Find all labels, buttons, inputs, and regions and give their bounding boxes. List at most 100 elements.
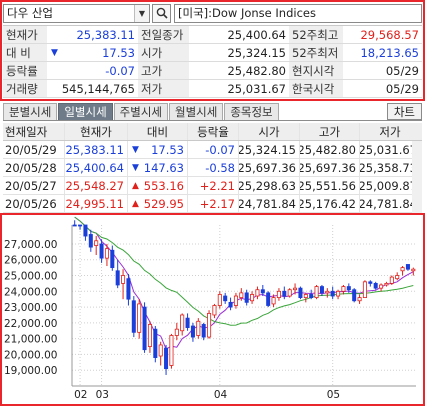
table-cell-text: -0.58	[205, 160, 235, 175]
candle-body	[158, 344, 163, 357]
plot-area	[72, 225, 416, 386]
tab-0[interactable]: 분별시세	[3, 103, 58, 120]
info-label-text: 현지시각	[292, 63, 335, 78]
search-icon	[156, 7, 168, 19]
candle-body	[287, 289, 292, 297]
arrow-down-icon: ▼	[51, 47, 58, 58]
symbol-combo-value: 다우 산업	[7, 6, 53, 20]
info-label-text: 대 비	[6, 45, 31, 60]
candle-body	[190, 325, 195, 338]
table-cell-text: 24,781.84	[360, 196, 417, 211]
table-row[interactable]: 20/05/28 25,400.64 ▼ 147.63 -0.58 25,697.36 25…	[3, 159, 422, 177]
table-cell-date: 20/05/28	[3, 159, 65, 176]
candle-body	[233, 295, 238, 306]
info-label: 한국시각	[289, 80, 343, 97]
info-label: 전일종가	[138, 26, 189, 43]
chart-button-label: 차트	[393, 104, 415, 119]
candle-body	[325, 290, 330, 294]
candle-body	[83, 224, 88, 237]
candle-body	[276, 290, 281, 299]
info-label: 시가	[138, 44, 189, 61]
table-header-cell: 고가	[300, 123, 360, 140]
table-row[interactable]: 20/05/26 24,995.11 ▲ 529.95 +2.17 24,781.84 25…	[3, 195, 422, 213]
y-tick-label: 20,000.00	[4, 349, 57, 361]
info-label: 현지시각	[289, 62, 343, 79]
candle-body	[174, 328, 179, 336]
arrow-down-icon: ▼	[132, 144, 139, 155]
info-label-text: 현재가	[6, 27, 38, 42]
candle-body	[207, 312, 212, 338]
candle-body	[104, 248, 109, 259]
chart-button[interactable]: 차트	[386, 103, 422, 120]
table-header-text: 시가	[258, 124, 280, 139]
table-cell-text: +2.17	[199, 196, 235, 211]
quote-info-grid: 현재가 25,383.11 전일종가 25,400.64 52주최고 29,568.57 대…	[3, 25, 422, 98]
table-cell-text: 20/05/28	[5, 160, 57, 175]
candle-body	[99, 243, 104, 259]
table-cell-text: 25,697.36	[300, 160, 356, 175]
x-tick-label: 05	[327, 389, 340, 401]
x-tick-label: 04	[214, 389, 228, 401]
info-label: 52주최저	[289, 44, 343, 61]
tab-label: 일별시세	[64, 105, 107, 119]
info-label: 등락률	[3, 62, 47, 79]
candle-body	[217, 294, 222, 306]
table-cell-date: 20/05/26	[3, 195, 65, 212]
info-value-text: 05/29	[385, 81, 419, 96]
tab-2[interactable]: 주별시세	[113, 103, 168, 120]
table-header-text: 현재일자	[5, 124, 48, 139]
tab-1[interactable]: 일별시세	[58, 103, 113, 120]
table-row[interactable]: 20/05/29 25,383.11 ▼ 17.53 -0.07 25,324.15 25,…	[3, 141, 422, 159]
info-value-text: -0.07	[105, 63, 135, 78]
tab-3[interactable]: 월별시세	[168, 103, 224, 120]
arrow-up-icon: ▲	[132, 198, 139, 209]
table-cell-high: 25,697.36	[300, 159, 360, 176]
table-cell-rate: -0.07	[188, 141, 239, 158]
table-cell-open: 25,697.36	[239, 159, 300, 176]
table-cell-date: 20/05/29	[3, 141, 65, 158]
table-header-cell: 저가	[360, 123, 420, 140]
table-header-row: 현재일자 현재가 대비 등락율 시가 고가 저가	[3, 123, 422, 141]
y-tick-label: 26,000.00	[4, 255, 57, 267]
candle-body	[336, 290, 341, 297]
candle-body	[309, 294, 314, 299]
candle-body	[180, 314, 185, 332]
info-row: 거래량 545,144,765 저가 25,031.67 한국시각 05/29	[3, 80, 422, 98]
search-button[interactable]	[152, 3, 171, 23]
y-tick-label: 22,000.00	[4, 318, 57, 330]
candle-body	[260, 289, 265, 294]
table-row[interactable]: 20/05/27 25,548.27 ▲ 553.16 +2.21 25,298.63 25…	[3, 177, 422, 195]
candle-body	[346, 286, 351, 291]
info-label-text: 한국시각	[292, 81, 335, 96]
tab-4[interactable]: 종목정보	[224, 103, 279, 120]
info-value: 18,213.65	[343, 44, 422, 61]
table-scrollbar[interactable]	[412, 141, 422, 213]
candle-body	[88, 234, 93, 248]
table-cell-price: 25,400.64	[65, 159, 128, 176]
table-cell-high: 25,176.42	[300, 195, 360, 212]
info-label-text: 등락률	[6, 63, 38, 78]
candle-body	[196, 320, 201, 336]
info-row: 현재가 25,383.11 전일종가 25,400.64 52주최고 29,568.57	[3, 26, 422, 44]
table-cell-text: 25,009.87	[360, 178, 417, 193]
candle-body	[362, 281, 367, 299]
table-cell-change: ▲ 529.95	[128, 195, 188, 212]
info-label: 저가	[138, 80, 189, 97]
table-cell-price: 24,995.11	[65, 195, 128, 212]
chevron-down-icon[interactable]: ▼	[134, 4, 149, 22]
arrow-down-icon: ▼	[132, 162, 139, 173]
info-value-text: 25,482.80	[227, 63, 286, 78]
info-value-text: 25,383.11	[76, 27, 135, 42]
table-cell-price: 25,383.11	[65, 141, 128, 158]
candle-body	[131, 300, 136, 333]
table-cell-text: 20/05/26	[5, 196, 57, 211]
info-value: 25,400.64	[189, 26, 289, 43]
table-cell-text: 25,176.42	[300, 196, 356, 211]
symbol-combo[interactable]: 다우 산업 ▼	[3, 3, 150, 23]
table-cell-text: 20/05/27	[5, 178, 57, 193]
candle-body	[250, 294, 255, 302]
table-header-text: 고가	[318, 124, 341, 139]
info-row: 대 비 ▼ 17.53 시가 25,324.15 52주최저 18,213.65	[3, 44, 422, 62]
table-cell-high: 25,551.56	[300, 177, 360, 194]
y-tick-label: 27,000.00	[4, 239, 57, 251]
